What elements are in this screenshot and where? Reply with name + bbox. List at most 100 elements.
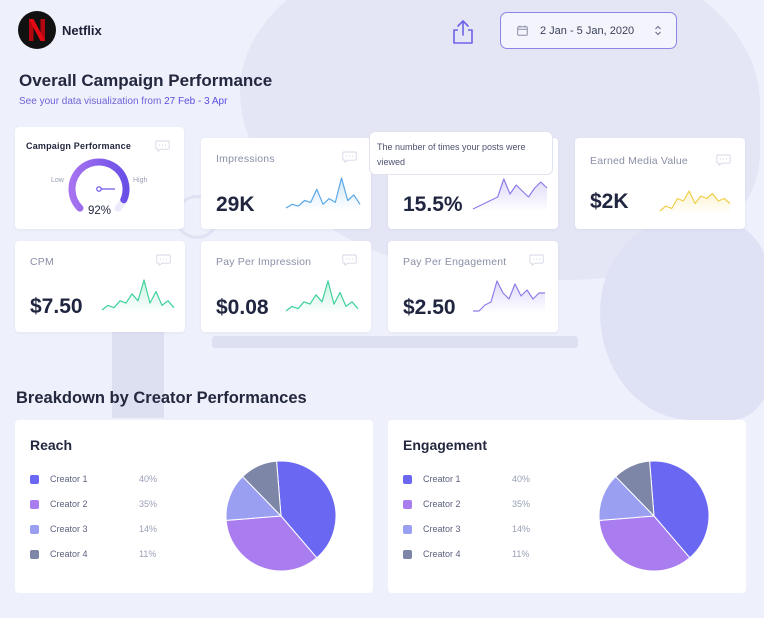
sparkline-line <box>285 177 361 209</box>
card-label: Pay Per Engagement <box>403 256 507 268</box>
legend-name: Creator 2 <box>423 499 461 509</box>
subtitle-date-range: 27 Feb - 3 Apr <box>164 96 228 107</box>
comment-icon[interactable] <box>155 140 170 152</box>
sparkline-area <box>473 179 547 212</box>
tooltip: The number of times your posts were view… <box>369 131 553 175</box>
legend-percent: 40% <box>139 474 158 484</box>
comment-icon[interactable] <box>342 151 357 163</box>
sparkline-line <box>659 190 731 212</box>
card-value: $2K <box>590 190 629 213</box>
legend-swatch <box>30 549 39 559</box>
sparkline-chart <box>473 280 545 314</box>
comment-icon[interactable] <box>342 254 357 266</box>
legend-item: Creator 1 40% <box>403 472 530 486</box>
card-value: $0.08 <box>216 296 269 319</box>
gauge-fill <box>68 158 130 212</box>
sparkline-line <box>473 280 545 312</box>
legend-percent: 35% <box>139 499 158 509</box>
pie-slice-creator-1 <box>276 460 337 559</box>
legend-percent: 40% <box>512 474 531 484</box>
card-label: Pay Per Impression <box>216 256 312 268</box>
comment-icon[interactable] <box>716 154 731 166</box>
pie-slice-creator-1 <box>649 460 710 559</box>
legend-percent: 35% <box>512 499 531 509</box>
earned-media-value-card[interactable]: Earned Media Value $2K <box>575 138 745 229</box>
card-value: 15.5% <box>403 193 463 216</box>
sparkline-chart <box>285 280 359 314</box>
legend-swatch <box>30 474 39 484</box>
sparkline-chart <box>659 190 731 214</box>
netflix-n-icon <box>29 19 45 41</box>
gauge-low-label: Low <box>51 177 64 184</box>
date-range-picker[interactable]: 2 Jan - 5 Jan, 2020 <box>500 12 677 49</box>
sparkline-line <box>472 178 548 210</box>
legend-percent: 14% <box>512 524 531 534</box>
card-label: Impressions <box>216 153 275 165</box>
legend-name: Creator 1 <box>50 474 88 484</box>
page-title: Overall Campaign Performance <box>19 71 273 90</box>
pay-per-engagement-card[interactable]: Pay Per Engagement $2.50 <box>388 241 558 332</box>
legend-swatch <box>403 524 412 534</box>
date-range-text: 2 Jan - 5 Jan, 2020 <box>540 24 635 37</box>
sparkline-line <box>101 279 175 311</box>
legend-item: Creator 3 14% <box>30 522 157 536</box>
gauge-value: 92% <box>87 205 112 217</box>
reach-panel: Reach Creator 1 40% Creator 2 35% Creator … <box>15 420 373 593</box>
share-icon[interactable] <box>451 19 475 45</box>
legend-swatch <box>403 474 412 484</box>
pie-slice-creator-2 <box>225 515 318 572</box>
gauge-high-label: High <box>133 177 148 184</box>
gauge-chart <box>68 158 130 212</box>
legend-name: Creator 3 <box>423 524 461 534</box>
calendar-icon <box>517 25 528 36</box>
campaign-performance-card[interactable]: Campaign Performance Low High 92% <box>15 127 184 229</box>
gauge-needle-pivot <box>96 186 102 192</box>
legend-percent: 11% <box>512 549 530 559</box>
card-label: Campaign Performance <box>26 141 132 151</box>
background-shape <box>600 220 764 420</box>
sparkline-area <box>473 281 545 314</box>
section-title: Breakdown by Creator Performances <box>16 389 307 407</box>
legend-name: Creator 2 <box>50 499 88 509</box>
legend-item: Creator 1 40% <box>30 472 157 486</box>
legend-swatch <box>403 499 412 509</box>
legend-name: Creator 4 <box>50 549 88 559</box>
legend-name: Creator 4 <box>423 549 461 559</box>
pie-slice-creator-2 <box>598 515 691 572</box>
legend-item: Creator 4 11% <box>30 547 156 561</box>
sparkline-line <box>285 280 359 312</box>
legend-item: Creator 2 35% <box>30 497 157 511</box>
legend-percent: 11% <box>139 549 157 559</box>
card-label: CPM <box>30 256 54 268</box>
background-shape <box>212 336 578 348</box>
card-value: 29K <box>216 193 255 216</box>
top-bar: Netflix 2 Jan - 5 Jan, 2020 <box>0 0 764 60</box>
sparkline-chart <box>101 279 175 313</box>
engagement-panel: Engagement Creator 1 40% Creator 2 35% Cre… <box>388 420 746 593</box>
pie-slice-creator-4 <box>614 460 655 518</box>
sparkline-area <box>286 178 360 211</box>
legend-swatch <box>30 499 39 509</box>
comment-icon[interactable] <box>156 254 171 266</box>
legend-item: Creator 2 35% <box>403 497 530 511</box>
netflix-logo[interactable] <box>18 11 56 49</box>
card-label: Earned Media Value <box>590 155 688 167</box>
legend-swatch <box>30 524 39 534</box>
page-subtitle: See your data visualization from 27 Feb … <box>19 96 228 107</box>
sparkline-area <box>660 191 730 214</box>
chevron-updown-icon <box>655 25 661 36</box>
impressions-card[interactable]: Impressions 29K <box>201 138 371 229</box>
pie-chart <box>598 460 710 572</box>
comment-icon[interactable] <box>529 254 544 266</box>
sparkline-chart <box>472 178 548 212</box>
pay-per-impression-card[interactable]: Pay Per Impression $0.08 <box>201 241 371 332</box>
sparkline-chart <box>285 177 361 211</box>
legend-percent: 14% <box>139 524 158 534</box>
panel-title: Engagement <box>403 437 488 453</box>
cpm-card[interactable]: CPM $7.50 <box>15 241 185 332</box>
pie-slice-creator-4 <box>241 460 282 518</box>
card-value: $2.50 <box>403 296 456 319</box>
panel-title: Reach <box>30 437 73 453</box>
sparkline-area <box>286 281 358 314</box>
legend-swatch <box>403 549 412 559</box>
